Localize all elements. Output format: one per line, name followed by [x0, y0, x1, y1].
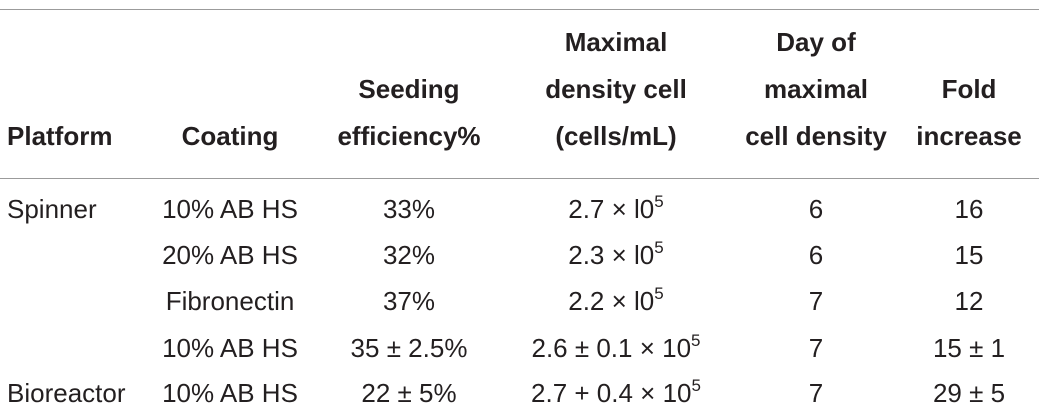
header-seeding-line1: Seeding	[358, 74, 460, 104]
cell-maxdensity: 2.3 × l05	[505, 238, 727, 270]
cell-day: 7	[808, 333, 824, 363]
cell-seeding: 33%	[382, 194, 436, 224]
cell-coating: 10% AB HS	[162, 194, 298, 224]
cell-platform: Bioreactor	[7, 378, 126, 408]
density-exponent: 5	[654, 192, 664, 212]
cell-coating: 20% AB HS	[162, 240, 298, 270]
cell-seeding: 32%	[382, 240, 436, 270]
density-base: 2.2 × l0	[568, 286, 655, 316]
cell-maxdensity: 2.7 × l05	[505, 192, 727, 224]
header-maxdensity-line1: Maximal	[564, 27, 668, 57]
density-exponent: 5	[691, 376, 701, 396]
header-maxdensity-line2: density cell	[545, 74, 687, 104]
cell-coating: Fibronectin	[165, 286, 295, 316]
cell-coating: 10% AB HS	[162, 378, 298, 408]
header-platform: Platform	[7, 121, 113, 151]
header-coating: Coating	[181, 121, 279, 151]
header-fold-line2: increase	[916, 121, 1022, 151]
header-maxdensity-line3: (cells/mL)	[555, 121, 677, 151]
table-top-rule	[0, 9, 1039, 10]
cell-maxdensity: 2.7 + 0.4 × 105	[505, 376, 727, 408]
cell-day: 6	[808, 240, 824, 270]
header-day-line3: cell density	[745, 121, 887, 151]
density-exponent: 5	[654, 284, 664, 304]
header-fold-line1: Fold	[941, 74, 997, 104]
density-base: 2.3 × l0	[568, 240, 655, 270]
header-day-line1: Day of	[776, 27, 856, 57]
cell-seeding: 37%	[382, 286, 436, 316]
density-base: 2.7 × l0	[568, 194, 655, 224]
header-day-line2: maximal	[763, 74, 869, 104]
header-bottom-rule	[0, 178, 1039, 179]
cell-fold: 12	[954, 286, 984, 316]
density-exponent: 5	[654, 238, 664, 258]
cell-fold: 15	[954, 240, 984, 270]
cell-coating: 10% AB HS	[162, 333, 298, 363]
density-base: 2.6 ± 0.1 × 10	[531, 333, 692, 363]
cell-day: 7	[808, 378, 824, 408]
cell-fold: 29 ± 5	[932, 378, 1006, 408]
cell-seeding: 35 ± 2.5%	[350, 333, 468, 363]
density-exponent: 5	[691, 331, 701, 351]
header-seeding-line2: efficiency%	[337, 121, 481, 151]
cell-platform: Spinner	[7, 194, 97, 224]
cell-day: 6	[808, 194, 824, 224]
cell-fold: 15 ± 1	[932, 333, 1006, 363]
cell-maxdensity: 2.6 ± 0.1 × 105	[505, 331, 727, 363]
density-base: 2.7 + 0.4 × 10	[531, 378, 692, 408]
cell-seeding: 22 ± 5%	[361, 378, 457, 408]
cell-maxdensity: 2.2 × l05	[505, 284, 727, 316]
cell-fold: 16	[954, 194, 984, 224]
cell-day: 7	[808, 286, 824, 316]
